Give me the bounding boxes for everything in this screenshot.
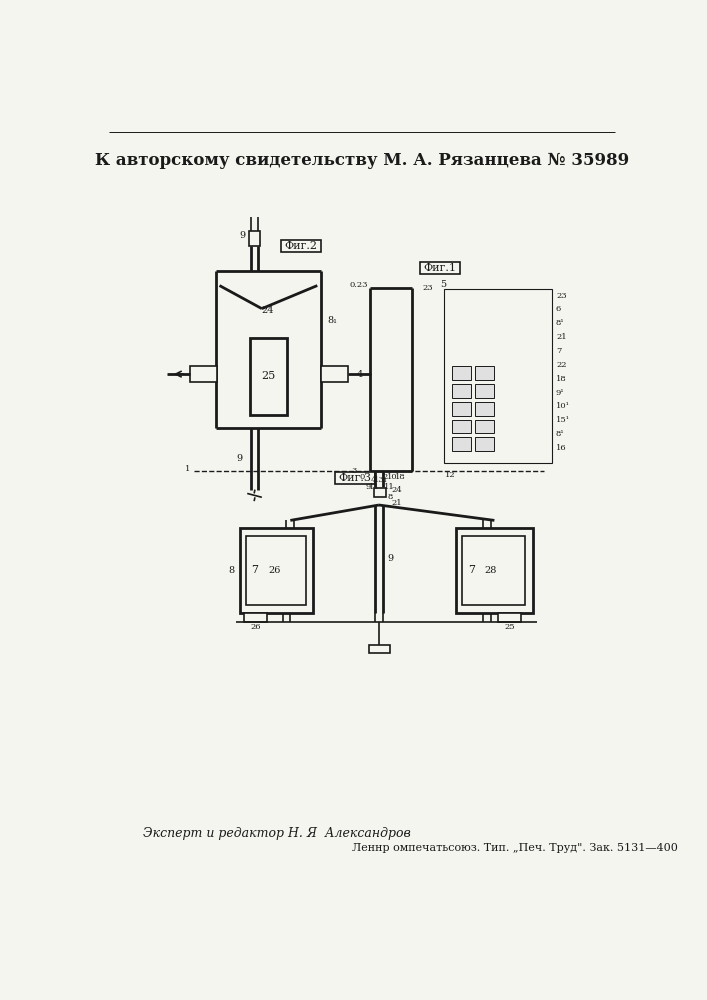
Text: 9¹: 9¹ [556,389,565,397]
Bar [247,536,305,605]
Text: 10¹: 10¹ [556,402,570,410]
Bar [249,231,259,246]
Text: 23: 23 [422,284,433,292]
Text: 0: 0 [359,473,365,481]
Bar [281,240,321,252]
Text: 9: 9 [240,231,246,240]
Text: 11: 11 [369,483,380,491]
Bar [475,366,494,380]
Text: 25: 25 [262,371,276,381]
Text: 11: 11 [383,483,395,491]
Text: 26: 26 [269,566,281,575]
Text: 8: 8 [228,566,234,575]
Text: 1: 1 [185,465,190,473]
Bar [250,338,287,415]
Text: 28: 28 [484,566,497,575]
Bar [475,420,494,433]
Bar [498,613,521,622]
Text: Фиг.1: Фиг.1 [423,263,456,273]
Text: 13₁: 13₁ [374,476,388,484]
Text: 18: 18 [556,375,567,383]
Text: 6: 6 [556,305,561,313]
Bar [452,437,472,451]
Text: 16: 16 [556,444,566,452]
Text: 4: 4 [357,370,363,379]
Bar [420,262,460,274]
Bar [244,613,267,622]
Bar [444,289,552,463]
Bar [462,536,525,605]
Text: 24: 24 [261,306,274,315]
Text: 15¹: 15¹ [556,416,570,424]
Text: 5: 5 [440,280,446,289]
Bar [452,366,472,380]
Text: 21: 21 [556,333,566,341]
Text: 0.23: 0.23 [350,281,368,289]
Text: 8: 8 [387,493,393,501]
Text: 12: 12 [445,471,456,479]
Text: 8₁: 8₁ [327,316,337,325]
Bar [475,402,494,416]
Bar [373,488,386,497]
Bar [475,437,494,451]
Bar [190,366,217,382]
Text: 10: 10 [387,473,398,481]
Bar [240,528,313,613]
Bar [321,366,348,382]
Text: 8¹: 8¹ [556,430,565,438]
Text: 8¹: 8¹ [556,319,565,327]
Text: 7: 7 [468,565,475,575]
Text: 2: 2 [382,473,387,481]
Bar [456,528,533,613]
Text: 9: 9 [236,454,243,463]
Text: 25: 25 [505,623,515,631]
Text: Фиг.3: Фиг.3 [339,473,371,483]
Text: 26: 26 [250,623,261,631]
Bar [452,402,472,416]
Bar [452,420,472,433]
Text: 4: 4 [370,476,376,484]
Bar [335,472,375,484]
Text: 9: 9 [366,483,371,491]
Bar [452,384,472,398]
Text: 7: 7 [251,565,257,575]
Bar [369,645,390,653]
Bar [475,384,494,398]
Text: Эксперт и редактор Н. Я  Александров: Эксперт и редактор Н. Я Александров [143,827,410,840]
Text: 9: 9 [387,554,394,563]
Text: К авторскому свидетельству М. А. Рязанцева № 35989: К авторскому свидетельству М. А. Рязанце… [95,152,629,169]
Text: Леннр омпечатьсоюз. Тип. „Печ. Труд". Зак. 5131—400: Леннр омпечатьсоюз. Тип. „Печ. Труд". За… [352,843,678,853]
Text: 7: 7 [556,347,561,355]
Text: Фиг.2: Фиг.2 [285,241,317,251]
Text: 18: 18 [395,473,406,481]
Text: 23: 23 [556,292,566,300]
Text: 21: 21 [391,499,402,507]
Text: 3: 3 [351,467,357,475]
Text: 24: 24 [391,486,402,494]
Text: 22: 22 [556,361,566,369]
